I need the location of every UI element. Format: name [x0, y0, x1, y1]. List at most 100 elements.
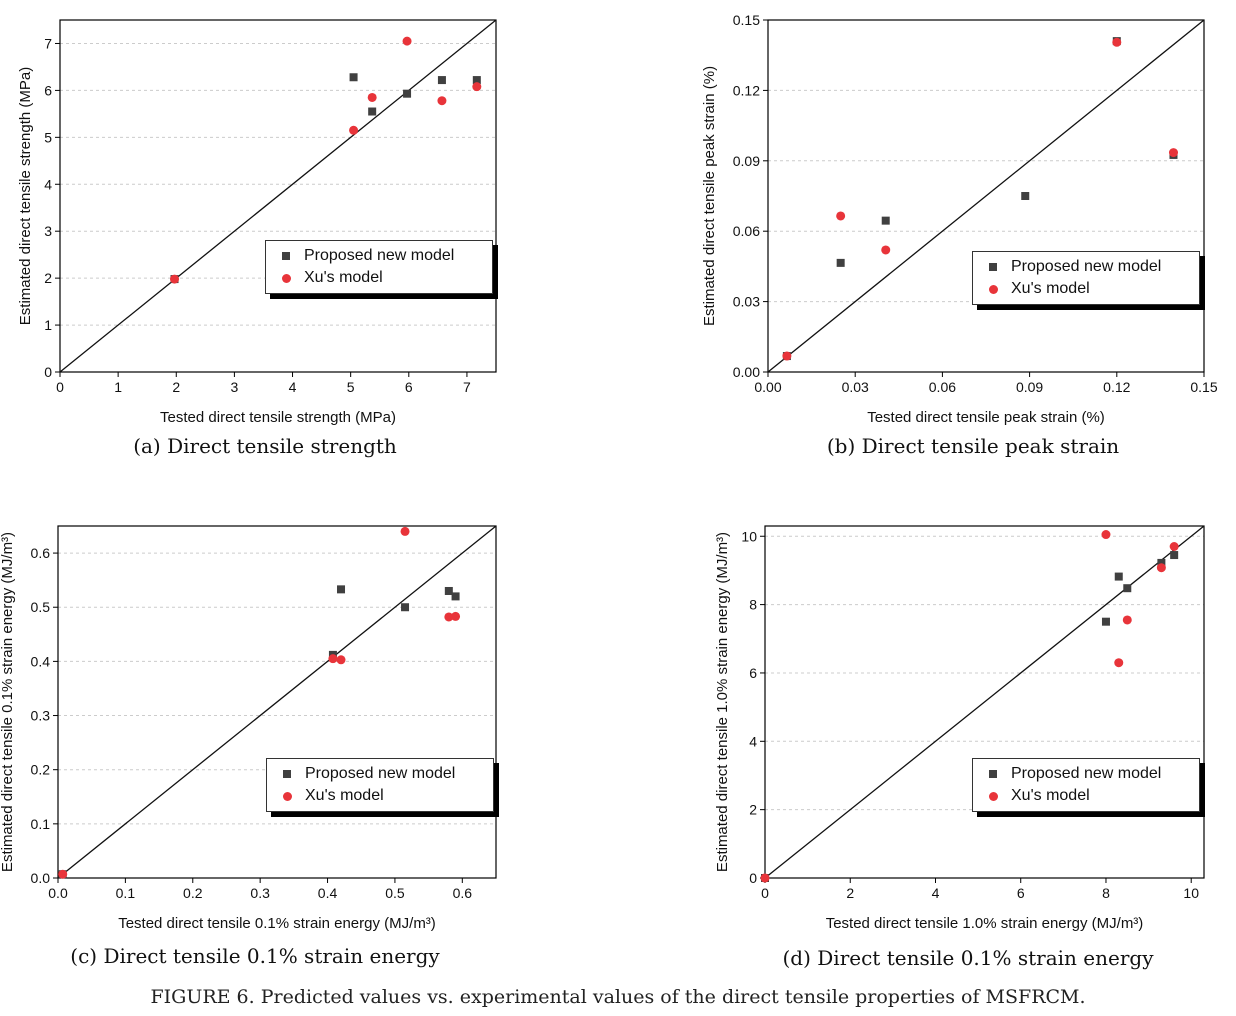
proposed-model-point	[881, 216, 890, 225]
x-tick-label: 5	[347, 379, 355, 395]
proposed-model-point	[401, 603, 410, 612]
reference-line-y-equals-x	[59, 19, 497, 373]
xu-model-point	[367, 92, 377, 102]
y-tick-label: 0	[749, 870, 757, 886]
legend-label: Proposed new model	[1011, 765, 1162, 782]
xu-model-point	[1169, 542, 1179, 552]
x-tick-label: 8	[1102, 885, 1110, 901]
xu-model-point	[349, 125, 359, 135]
legend-label: Proposed new model	[1011, 258, 1162, 275]
y-tick-label: 2	[749, 802, 757, 818]
legend-item-proposed: Proposed new model	[981, 256, 1193, 278]
chart-panel-b: 0.00 0.03 0.06 0.09 0.12 0.15 0.00 0.03 0.06 0.09…	[618, 0, 1236, 470]
square-marker-icon	[283, 770, 291, 778]
xu-model-point	[1156, 563, 1166, 573]
proposed-model-point	[1101, 617, 1110, 626]
proposed-model-point	[451, 592, 460, 601]
x-tick-label: 0.2	[183, 885, 203, 901]
y-tick-label: 4	[749, 733, 757, 749]
y-tick-label: 0.09	[733, 153, 760, 169]
xu-model-point	[1112, 37, 1122, 47]
chart-d-title: (d) Direct tensile 0.1% strain energy	[782, 946, 1154, 970]
x-tick-label: 1	[114, 379, 122, 395]
y-tick-label: 7	[44, 35, 52, 51]
legend-label: Xu's model	[1011, 787, 1090, 804]
x-axis-label: Tested direct tensile strength (MPa)	[160, 409, 396, 426]
xu-model-point	[402, 36, 412, 46]
x-tick-label: 0.09	[1016, 379, 1043, 395]
x-axis-label: Tested direct tensile 0.1% strain energy…	[118, 915, 436, 932]
chart-a-legend: Proposed new model Xu's model	[265, 240, 493, 294]
chart-b-title: (b) Direct tensile peak strain	[826, 434, 1120, 458]
y-tick-label: 6	[44, 82, 52, 98]
proposed-model-point	[403, 89, 412, 98]
x-tick-label: 0.03	[842, 379, 869, 395]
x-tick-label: 0.06	[929, 379, 956, 395]
x-tick-label: 10	[1183, 885, 1199, 901]
reference-line-y-equals-x	[764, 525, 1205, 879]
plot-frame	[764, 525, 1205, 879]
proposed-model-point	[1157, 558, 1166, 567]
x-tick-label: 0.0	[48, 885, 68, 901]
proposed-model-point	[1114, 572, 1123, 581]
x-tick-label: 6	[405, 379, 413, 395]
x-tick-label: 0.1	[116, 885, 136, 901]
chart-a-title: (a) Direct tensile strength	[133, 434, 397, 458]
chart-panel-c: 0.0 0.1 0.2 0.3 0.4 0.5 0.6 0.0 0.1 0.2 0.3 0.4 0.5 0…	[0, 480, 618, 980]
y-tick-label: 10	[741, 528, 757, 544]
chart-d-plot: 0 2 4 6 8 10 0 2 4 6 8 10 Tested direct tensile 1.0%…	[714, 525, 1205, 932]
plot-frame	[767, 19, 1205, 373]
legend-item-proposed: Proposed new model	[981, 763, 1193, 785]
y-tick-label: 0.2	[31, 762, 51, 778]
proposed-model-point	[836, 258, 845, 267]
y-axis-label: Estimated direct tensile peak strain (%)	[701, 66, 718, 326]
xu-model-point	[836, 211, 846, 221]
plot-frame	[59, 19, 497, 373]
y-tick-label: 0.06	[733, 223, 760, 239]
y-tick-label: 0.5	[31, 599, 51, 615]
y-tick-label: 0.12	[733, 82, 760, 98]
y-tick-label: 0.3	[31, 708, 51, 724]
y-tick-label: 0.0	[31, 870, 51, 886]
xu-model-point	[1122, 615, 1132, 625]
chart-b-legend: Proposed new model Xu's model	[972, 251, 1200, 305]
y-tick-label: 0.15	[733, 12, 760, 28]
circle-marker-icon	[989, 792, 998, 801]
proposed-model-point	[437, 76, 446, 85]
x-tick-label: 0.4	[318, 885, 338, 901]
chart-b-plot: 0.00 0.03 0.06 0.09 0.12 0.15 0.00 0.03 0.06 0.09…	[701, 12, 1218, 426]
legend-label: Xu's model	[305, 787, 384, 804]
legend-label: Proposed new model	[304, 247, 455, 264]
xu-model-point	[1114, 658, 1124, 668]
proposed-model-point	[1021, 192, 1030, 200]
y-axis-label: Estimated direct tensile strength (MPa)	[17, 67, 34, 325]
x-tick-label: 7	[463, 379, 471, 395]
xu-model-point	[1101, 530, 1111, 540]
square-marker-icon	[989, 263, 997, 271]
y-tick-label: 0.03	[733, 294, 760, 310]
y-tick-label: 5	[44, 129, 52, 145]
proposed-model-point	[1123, 584, 1132, 593]
chart-c-legend: Proposed new model Xu's model	[266, 758, 494, 812]
xu-model-point	[760, 873, 770, 883]
xu-model-point	[1168, 148, 1178, 158]
xu-model-point	[881, 245, 891, 255]
x-axis-label: Tested direct tensile peak strain (%)	[867, 409, 1105, 426]
x-tick-label: 4	[932, 885, 940, 901]
y-axis-label: Estimated direct tensile 0.1% strain ene…	[0, 532, 16, 872]
xu-model-point	[444, 612, 454, 622]
x-tick-label: 0.5	[385, 885, 405, 901]
xu-model-point	[400, 526, 410, 536]
proposed-model-point	[368, 107, 377, 116]
y-tick-label: 8	[749, 597, 757, 613]
legend-item-xu: Xu's model	[981, 278, 1193, 300]
proposed-model-point	[337, 585, 346, 594]
x-tick-label: 2	[172, 379, 180, 395]
reference-line-y-equals-x	[57, 525, 497, 879]
x-tick-label: 0.6	[453, 885, 473, 901]
legend-label: Xu's model	[304, 269, 383, 286]
circle-marker-icon	[283, 792, 292, 801]
x-tick-label: 0	[56, 379, 64, 395]
square-marker-icon	[282, 252, 290, 260]
xu-model-point	[437, 96, 447, 106]
